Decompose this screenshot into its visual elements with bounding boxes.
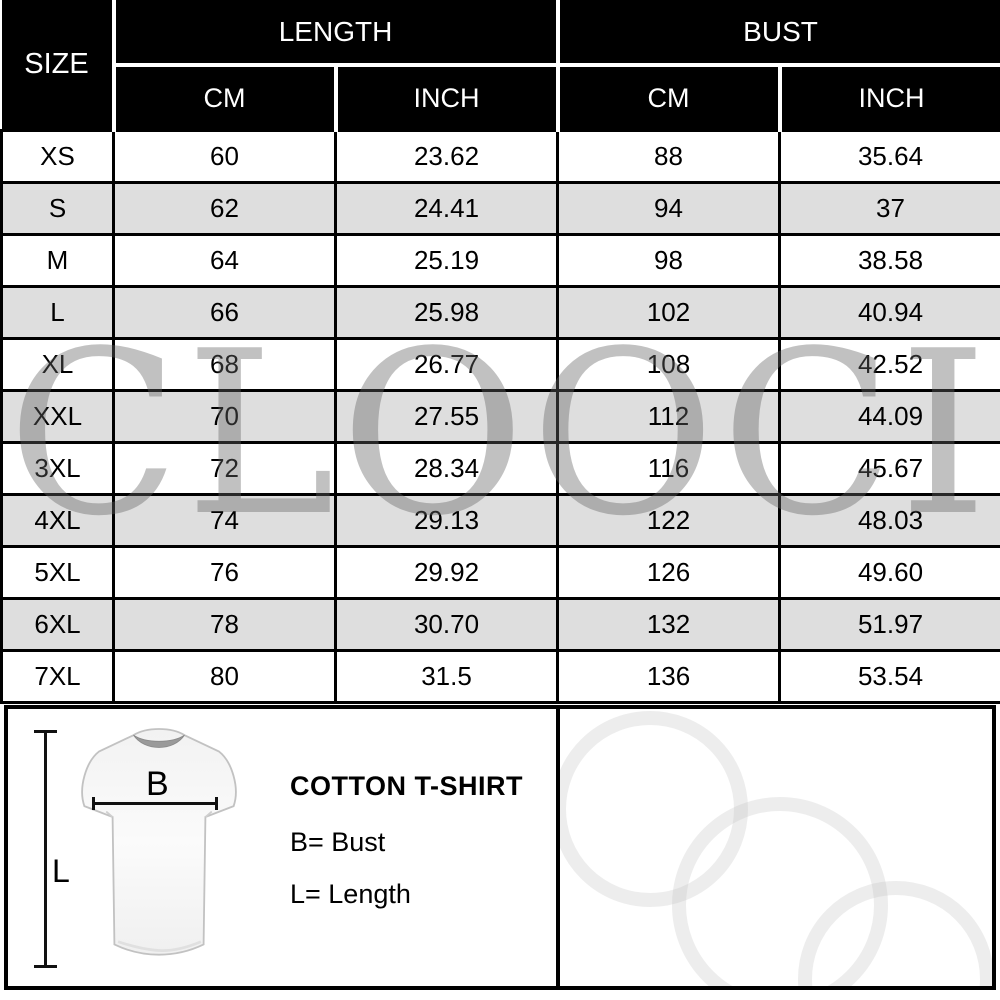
size-cell: 3XL (0, 441, 115, 496)
size-cell: 7XL (0, 649, 115, 704)
value-cell: 88 (556, 129, 782, 184)
size-table-body: XS 60 23.62 88 35.64 S 62 24.41 94 37 M 64 25.19 98 38… (0, 129, 1000, 704)
size-cell: 6XL (0, 597, 115, 652)
table-row: 7XL 80 31.5 136 53.54 (0, 649, 1000, 704)
value-cell: 112 (556, 389, 782, 444)
value-cell: 49.60 (778, 545, 1000, 600)
value-cell: 108 (556, 337, 782, 392)
table-row: XXL 70 27.55 112 44.09 (0, 389, 1000, 444)
value-cell: 74 (112, 493, 337, 548)
header-length-inch: INCH (335, 65, 560, 131)
value-cell: 116 (556, 441, 782, 496)
header-length-cm: CM (113, 65, 338, 131)
size-cell: L (0, 285, 115, 340)
table-row: 4XL 74 29.13 122 48.03 (0, 493, 1000, 548)
value-cell: 25.19 (333, 233, 560, 288)
value-cell: 60 (112, 129, 337, 184)
value-cell: 30.70 (333, 597, 560, 652)
size-cell: S (0, 181, 115, 236)
value-cell: 132 (556, 597, 782, 652)
value-cell: 64 (112, 233, 337, 288)
blank-cell (560, 709, 992, 986)
value-cell: 24.41 (333, 181, 560, 236)
tshirt-measure-cell: L B COTTON T-SHIRT B= Bust L= Length (8, 709, 560, 986)
value-cell: 27.55 (333, 389, 560, 444)
table-row: M 64 25.19 98 38.58 (0, 233, 1000, 288)
table-row: L 66 25.98 102 40.94 (0, 285, 1000, 340)
value-cell: 122 (556, 493, 782, 548)
value-cell: 48.03 (778, 493, 1000, 548)
value-cell: 45.67 (778, 441, 1000, 496)
value-cell: 29.92 (333, 545, 560, 600)
value-cell: 42.52 (778, 337, 1000, 392)
value-cell: 44.09 (778, 389, 1000, 444)
value-cell: 35.64 (778, 129, 1000, 184)
tshirt-collar (133, 734, 185, 748)
value-cell: 94 (556, 181, 782, 236)
value-cell: 68 (112, 337, 337, 392)
value-cell: 51.97 (778, 597, 1000, 652)
tshirt-hem-shadow (117, 940, 202, 952)
size-cell: XXL (0, 389, 115, 444)
value-cell: 38.58 (778, 233, 1000, 288)
value-cell: 26.77 (333, 337, 560, 392)
table-row: 5XL 76 29.92 126 49.60 (0, 545, 1000, 600)
value-cell: 53.54 (778, 649, 1000, 704)
value-cell: 78 (112, 597, 337, 652)
value-cell: 126 (556, 545, 782, 600)
table-row: XS 60 23.62 88 35.64 (0, 129, 1000, 184)
product-title: COTTON T-SHIRT (290, 771, 523, 801)
length-note: L= Length (290, 879, 411, 909)
size-cell: M (0, 233, 115, 288)
value-cell: 28.34 (333, 441, 560, 496)
table-row: 6XL 78 30.70 132 51.97 (0, 597, 1000, 652)
value-cell: 66 (112, 285, 337, 340)
value-cell: 29.13 (333, 493, 560, 548)
value-cell: 102 (556, 285, 782, 340)
bust-measure-line (92, 797, 218, 810)
value-cell: 37 (778, 181, 1000, 236)
size-cell: XL (0, 337, 115, 392)
tshirt-sleeve-seam-right (204, 810, 213, 818)
value-cell: 23.62 (333, 129, 560, 184)
size-cell: 5XL (0, 545, 115, 600)
length-abbr-label: L (52, 853, 70, 889)
tshirt-sleeve-seam-left (105, 810, 114, 818)
bust-abbr-label: B (146, 765, 169, 803)
length-measure-line (34, 730, 57, 968)
bust-note: B= Bust (290, 827, 386, 857)
value-cell: 70 (112, 389, 337, 444)
header-length: LENGTH (113, 0, 560, 67)
header-bust-cm: CM (557, 65, 782, 131)
value-cell: 76 (112, 545, 337, 600)
legend-box: L B COTTON T-SHIRT B= Bust L= Length (4, 705, 996, 990)
table-row: 3XL 72 28.34 116 45.67 (0, 441, 1000, 496)
header-bust: BUST (557, 0, 1000, 67)
value-cell: 40.94 (778, 285, 1000, 340)
value-cell: 72 (112, 441, 337, 496)
value-cell: 31.5 (333, 649, 560, 704)
value-cell: 80 (112, 649, 337, 704)
value-cell: 62 (112, 181, 337, 236)
tshirt-body (81, 728, 237, 956)
header-bust-inch: INCH (779, 65, 1000, 131)
value-cell: 98 (556, 233, 782, 288)
value-cell: 25.98 (333, 285, 560, 340)
size-cell: XS (0, 129, 115, 184)
size-chart-table: SIZE LENGTH BUST CM INCH CM INCH XS 60 23.… (0, 0, 1000, 704)
tshirt-illustration (81, 728, 237, 956)
table-row: S 62 24.41 94 37 (0, 181, 1000, 236)
size-cell: 4XL (0, 493, 115, 548)
header-size: SIZE (1, 0, 116, 131)
table-row: XL 68 26.77 108 42.52 (0, 337, 1000, 392)
table-header: SIZE LENGTH BUST CM INCH CM INCH (1, 0, 1000, 131)
value-cell: 136 (556, 649, 782, 704)
